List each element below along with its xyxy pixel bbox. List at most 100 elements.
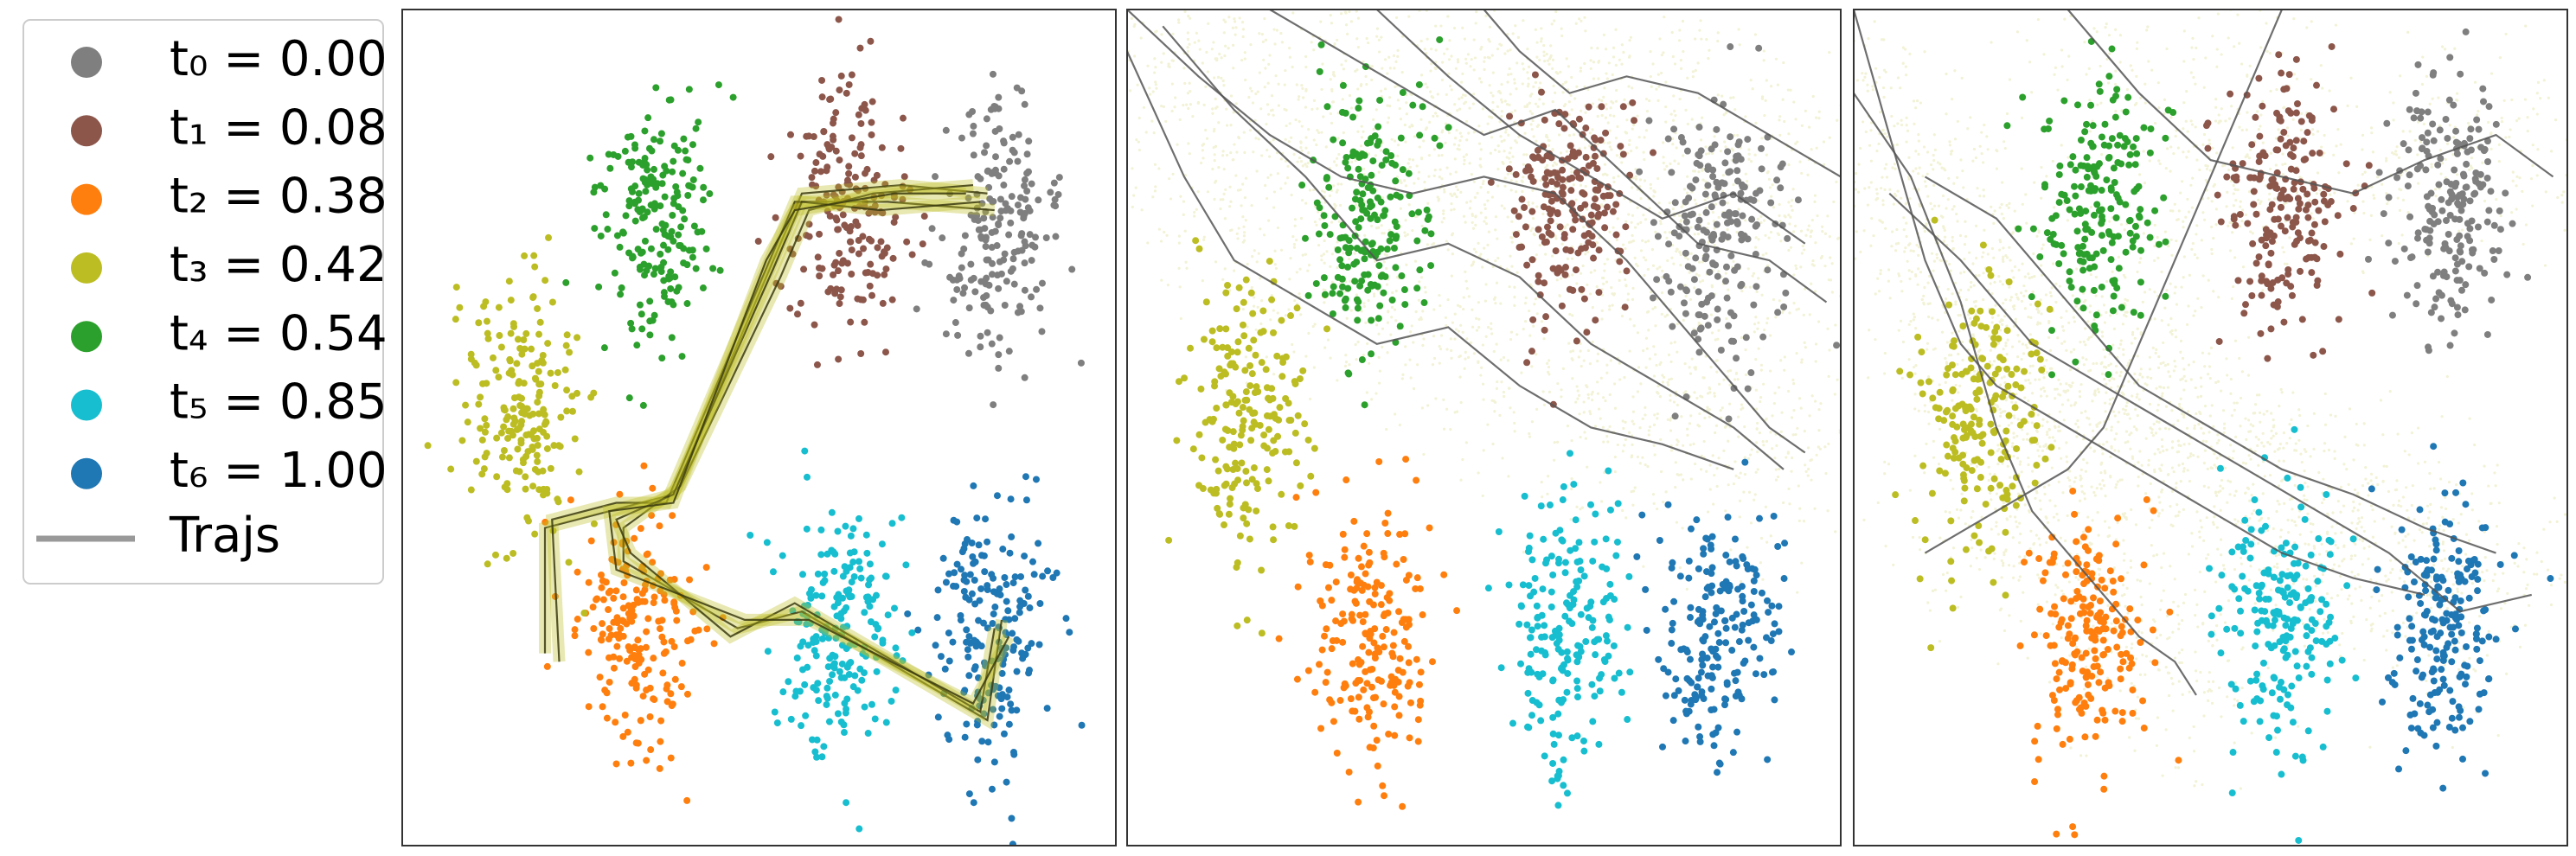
fog-dot	[1658, 211, 1662, 214]
fog-dot	[1591, 390, 1594, 394]
point	[496, 332, 503, 340]
point	[1200, 335, 1208, 343]
fog-dot	[1713, 135, 1716, 138]
fog-dot	[1509, 330, 1514, 334]
fog-dot	[1644, 366, 1648, 369]
point	[1592, 316, 1599, 324]
fog-dot	[1481, 265, 1484, 269]
fog-dot	[1818, 447, 1822, 450]
point	[529, 410, 537, 418]
fog-dot	[1560, 277, 1563, 280]
fog-dot	[1675, 521, 1679, 524]
fog-dot	[1390, 305, 1394, 310]
fog-dot	[1834, 530, 1837, 533]
fog-dot	[1734, 372, 1739, 375]
fog-dot	[1806, 467, 1810, 471]
point	[650, 176, 657, 183]
fog-dot	[1645, 347, 1649, 350]
point	[838, 259, 846, 267]
fog-dot	[1323, 261, 1326, 265]
point	[481, 428, 489, 436]
point	[843, 567, 850, 575]
fog-dot	[1707, 241, 1710, 245]
point	[1547, 169, 1554, 177]
fog-dot	[1652, 374, 1656, 378]
fog-dot	[1463, 367, 1466, 370]
point	[797, 299, 804, 307]
point	[680, 135, 688, 143]
point	[821, 570, 829, 578]
fog-dot	[1446, 248, 1450, 252]
fog-dot	[1709, 366, 1713, 369]
fog-dot	[1799, 265, 1803, 269]
point	[980, 214, 988, 222]
fog-dot	[1431, 243, 1434, 246]
point	[959, 290, 967, 297]
cluster	[904, 473, 1086, 846]
fog-dot	[1815, 116, 1818, 119]
fog-dot	[1504, 131, 1508, 134]
fog-dot	[1403, 123, 1407, 127]
point	[1569, 226, 1577, 233]
point	[664, 233, 672, 240]
fog-dot	[1360, 136, 1363, 139]
point	[883, 244, 891, 252]
legend-marker	[71, 183, 102, 215]
point	[1702, 246, 1710, 253]
fog-dot	[1639, 382, 1643, 386]
point	[1529, 177, 1537, 185]
point	[1021, 238, 1028, 246]
point	[612, 760, 620, 768]
fog-dot	[1490, 322, 1493, 325]
fog-dot	[1732, 96, 1735, 99]
fog-dot	[1535, 253, 1538, 257]
fog-dot	[1669, 449, 1674, 452]
fog-dot	[1770, 195, 1773, 198]
fog-dot	[1534, 102, 1538, 105]
fog-dot	[1507, 133, 1510, 137]
fog-dot	[1490, 91, 1493, 95]
point	[671, 604, 679, 611]
point	[1007, 700, 1015, 708]
point	[1005, 720, 1013, 728]
fog-dot	[1513, 303, 1516, 307]
legend-marker	[71, 389, 102, 421]
fog-dot	[1267, 112, 1271, 116]
fog-dot	[1605, 72, 1608, 75]
fog-dot	[1479, 165, 1483, 169]
fog-dot	[1542, 337, 1546, 341]
point	[1540, 203, 1548, 211]
fog-dot	[1541, 495, 1544, 499]
point	[793, 310, 801, 318]
fog-dot	[1560, 34, 1564, 38]
fog-dot	[1677, 39, 1682, 42]
point	[1031, 233, 1039, 241]
point	[589, 604, 597, 611]
fog-dot	[1647, 429, 1650, 432]
fog-dot	[1817, 320, 1821, 323]
fog-dot	[1626, 292, 1630, 296]
fog-dot	[1459, 323, 1463, 327]
point	[961, 687, 969, 694]
fog-dot	[1849, 526, 1851, 528]
fog-dot	[1465, 201, 1469, 204]
point	[972, 642, 980, 650]
point	[836, 86, 843, 94]
fog-dot	[1386, 321, 1389, 324]
fog-dot	[1430, 48, 1433, 51]
point	[1050, 179, 1058, 187]
fog-dot	[1800, 252, 1804, 255]
fog-dot	[1812, 264, 1816, 267]
fog-dot	[1666, 383, 1670, 386]
point	[892, 644, 900, 652]
fog-dot	[1140, 208, 1144, 212]
point	[818, 592, 826, 600]
fog-dot	[1348, 363, 1351, 367]
fog-dot	[1225, 153, 1229, 157]
fog-dot	[1692, 442, 1695, 446]
fog-dot	[1273, 249, 1277, 252]
fog-dot	[1672, 262, 1676, 265]
fog-dot	[1551, 58, 1555, 61]
point	[851, 150, 859, 157]
fog-dot	[1526, 48, 1529, 51]
